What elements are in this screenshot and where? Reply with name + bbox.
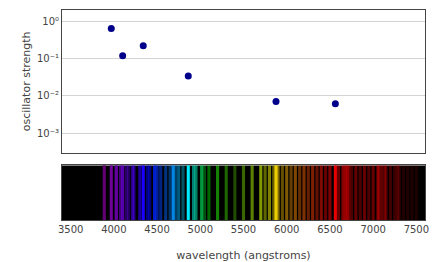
- svg-text:10⁻¹: 10⁻¹: [37, 53, 59, 64]
- svg-text:wavelength (angstroms): wavelength (angstroms): [176, 249, 310, 262]
- svg-text:10⁻²: 10⁻²: [37, 90, 59, 101]
- svg-text:4500: 4500: [144, 224, 169, 235]
- svg-text:oscillator strength: oscillator strength: [20, 31, 33, 131]
- svg-text:6000: 6000: [274, 224, 299, 235]
- svg-text:3500: 3500: [58, 224, 83, 235]
- svg-text:7500: 7500: [404, 224, 429, 235]
- svg-text:4000: 4000: [101, 224, 126, 235]
- svg-text:6500: 6500: [317, 224, 342, 235]
- svg-text:10⁰: 10⁰: [42, 16, 59, 27]
- svg-text:7000: 7000: [360, 224, 385, 235]
- svg-text:5500: 5500: [231, 224, 256, 235]
- svg-text:10⁻³: 10⁻³: [37, 128, 59, 139]
- svg-text:5000: 5000: [188, 224, 213, 235]
